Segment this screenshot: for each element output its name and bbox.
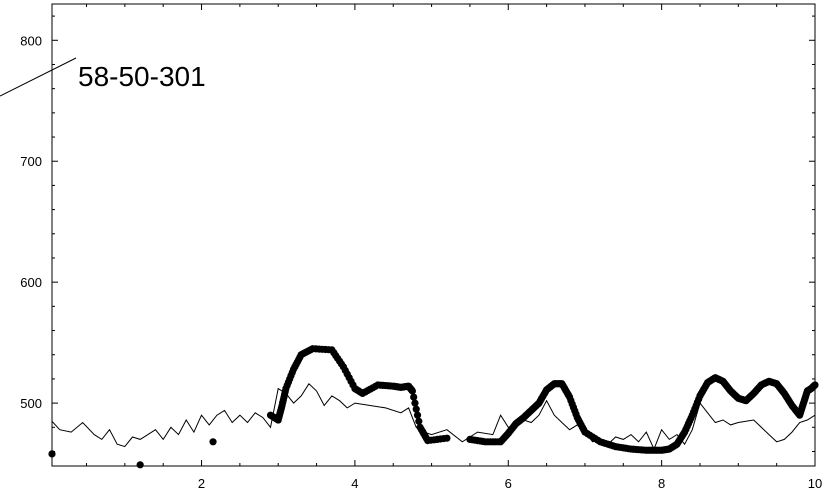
annotation-leader-line xyxy=(0,57,77,97)
series-layer xyxy=(48,345,819,469)
x-tick-label: 8 xyxy=(658,476,665,491)
plot-border xyxy=(51,3,816,467)
annotation-label: 58-50-301 xyxy=(78,61,206,92)
data-point xyxy=(413,411,422,419)
x-tick-label: 6 xyxy=(505,476,512,491)
y-tick-label: 600 xyxy=(20,275,42,290)
series-markers xyxy=(48,345,819,469)
data-point xyxy=(48,450,56,458)
axis-ticks xyxy=(52,4,816,466)
data-point xyxy=(410,393,418,401)
data-point xyxy=(412,405,420,413)
annotation: 58-50-301 xyxy=(0,57,206,97)
x-tick-label: 2 xyxy=(198,476,205,491)
data-point xyxy=(415,417,423,425)
y-tick-label: 800 xyxy=(20,33,42,48)
y-tick-label: 500 xyxy=(20,396,42,411)
series-line xyxy=(51,383,816,451)
axis-tick-labels: 2 4 6 8 10 500 600 700 800 xyxy=(20,33,822,491)
data-point xyxy=(209,438,217,446)
x-tick-label: 10 xyxy=(808,476,822,491)
data-point xyxy=(408,387,417,395)
data-point xyxy=(811,381,819,389)
data-point xyxy=(136,461,144,469)
data-point xyxy=(443,434,451,442)
plot-frame xyxy=(51,3,816,467)
data-point xyxy=(411,399,419,407)
y-tick-label: 700 xyxy=(20,154,42,169)
x-tick-label: 4 xyxy=(351,476,358,491)
